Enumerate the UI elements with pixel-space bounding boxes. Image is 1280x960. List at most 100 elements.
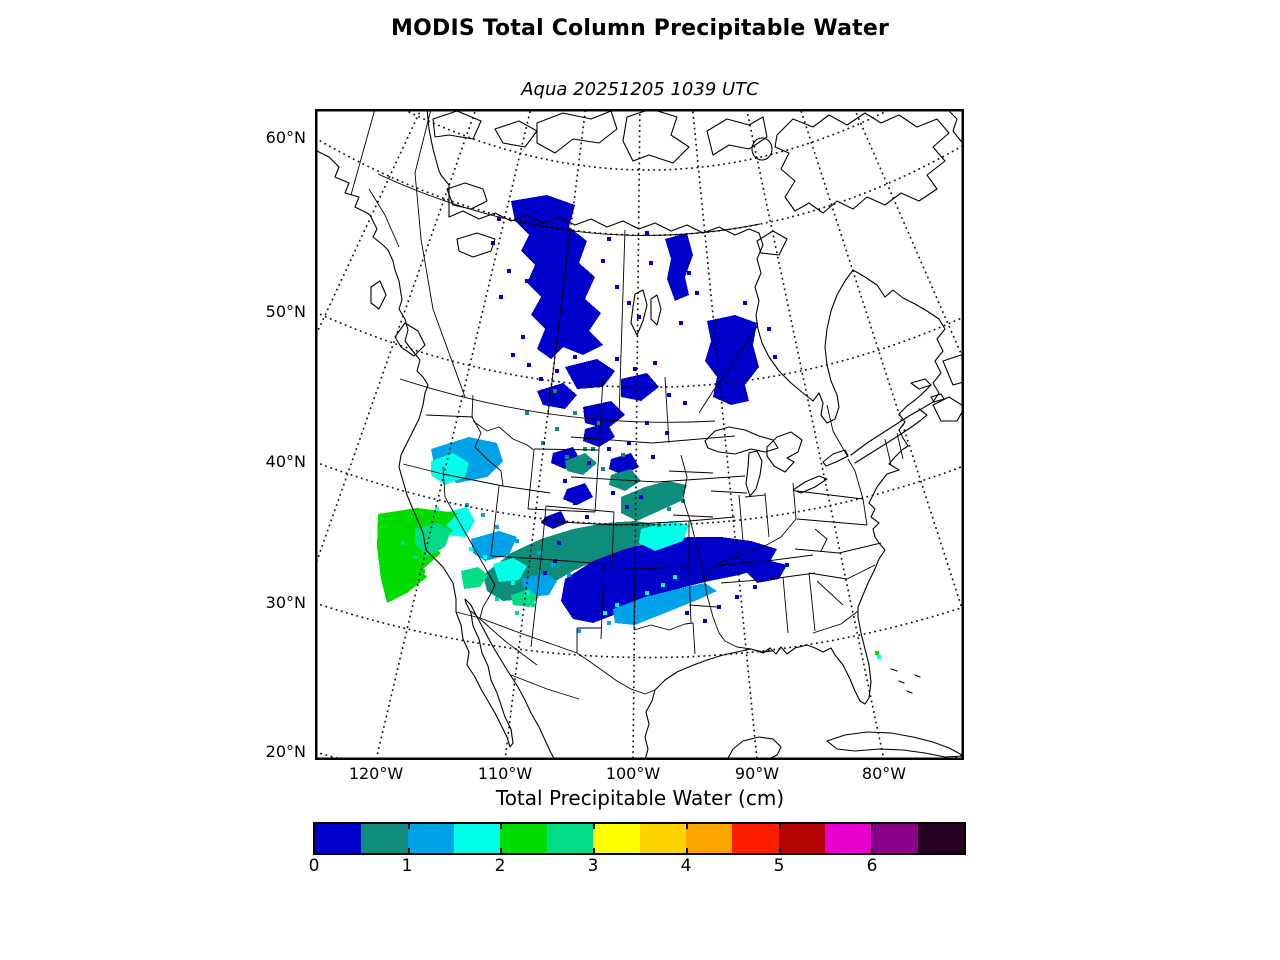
colorbar-tickmark — [685, 824, 688, 829]
great-slave-lake — [456, 232, 496, 258]
labrador-hudson-arctic-coast — [426, 109, 946, 424]
xtick-90w: 90°W — [734, 764, 780, 783]
vancouver-island — [394, 322, 426, 357]
colorbar-tickmark — [778, 824, 781, 829]
alberta-sask-border — [547, 229, 571, 416]
xtick-80w: 80°W — [861, 764, 907, 783]
parallel-60n — [315, 137, 964, 237]
colorbar-title: Total Precipitable Water (cm) — [495, 786, 785, 810]
colorbar-segment — [500, 824, 547, 853]
colorbar-tickmark — [685, 848, 688, 853]
st-lawrence-north-shore — [850, 401, 934, 456]
lake-erie — [792, 475, 828, 494]
ytick-60n: 60°N — [265, 128, 306, 147]
colorbar — [313, 822, 966, 855]
bc-alberta-border — [414, 172, 466, 398]
meridian-70w — [799, 109, 964, 618]
ytick-30n: 30°N — [265, 593, 306, 612]
map-svg — [315, 109, 964, 760]
colorbar-tickmark — [407, 848, 410, 853]
colorbar-tickmark — [871, 824, 874, 829]
lake-huron — [766, 431, 803, 473]
southwest-swath — [377, 437, 787, 625]
ontario-quebec-border — [826, 404, 849, 458]
colorbar-segment — [639, 824, 686, 853]
colorbar-segment — [871, 824, 918, 853]
territories-60n-border — [377, 173, 761, 236]
plot-subtitle: Aqua 20251205 1039 UTC — [521, 79, 759, 100]
colorbar-tick-4: 4 — [680, 856, 692, 876]
colorbar-tickmark — [593, 848, 596, 853]
colorbar-segment — [546, 824, 594, 853]
ytick-50n: 50°N — [265, 302, 306, 321]
lightblue-speckles — [465, 503, 661, 633]
sask-manitoba-border — [618, 229, 626, 418]
xtick-110w: 110°W — [477, 764, 533, 783]
meridian-100w — [632, 109, 641, 760]
colorbar-tickmark — [778, 848, 781, 853]
ytick-20n: 20°N — [265, 742, 306, 761]
lake-superior — [704, 426, 779, 455]
map-frame — [315, 109, 964, 760]
colorbar-tick-1: 1 — [401, 856, 413, 876]
lake-winnipeg — [630, 289, 648, 336]
graticule — [315, 109, 964, 760]
cuba — [826, 731, 964, 758]
meridian-110w — [504, 109, 587, 760]
colorbar-segment — [407, 824, 455, 853]
colorbar-tick-6: 6 — [866, 856, 878, 876]
pacific-coast — [315, 149, 556, 760]
st-lawrence-south-shore — [854, 408, 928, 464]
mexico-state-line-1 — [470, 610, 538, 666]
ring-island — [751, 137, 773, 161]
prince-edward-island — [930, 393, 945, 403]
colorbar-tick-0: 0 — [308, 856, 320, 876]
bahamas — [890, 668, 921, 694]
yucatan — [726, 736, 782, 760]
colorbar-segment — [685, 824, 733, 853]
colorbar-segment — [361, 824, 408, 853]
colorbar-tickmark — [871, 848, 874, 853]
arctic-island-3 — [622, 109, 690, 164]
haida-gwaii — [370, 280, 387, 310]
us-canada-border — [399, 378, 716, 423]
colorbar-segment — [917, 824, 965, 853]
xtick-120w: 120°W — [348, 764, 404, 783]
alaska-yukon-border — [350, 109, 376, 196]
lake-winnipegosis — [650, 294, 662, 326]
colorbar-segment — [824, 824, 872, 853]
northeast-corner-land — [946, 109, 964, 146]
nova-scotia — [932, 396, 964, 422]
mexico-state-line-2 — [510, 674, 580, 700]
great-bear-lake — [446, 182, 488, 210]
meridian-90w — [691, 109, 758, 760]
colorbar-tick-2: 2 — [494, 856, 506, 876]
colorbar-tick-3: 3 — [587, 856, 599, 876]
lake-michigan — [745, 450, 763, 497]
colorbar-segment — [315, 824, 362, 853]
arctic-island-4 — [706, 116, 768, 156]
alaska-panhandle-border — [368, 188, 400, 248]
lake-ontario — [822, 449, 849, 467]
arctic-island-1 — [432, 110, 482, 140]
baffin-island — [774, 112, 950, 214]
southampton-island — [756, 230, 788, 256]
colorbar-tickmark — [500, 824, 503, 829]
meridian-80w — [745, 109, 885, 760]
colorbar-tickmark — [500, 848, 503, 853]
colorbar-segment — [593, 824, 640, 853]
borders — [350, 109, 904, 700]
map-axes — [315, 109, 964, 760]
us-mexico-border — [455, 611, 656, 695]
plot-title: MODIS Total Column Precipitable Water — [390, 16, 890, 41]
us-state-borders — [402, 376, 904, 655]
yukon-nwt-border — [414, 109, 432, 174]
colorbar-segment — [454, 824, 501, 853]
precipitable-water-raster — [377, 195, 881, 659]
coastlines — [315, 109, 964, 760]
colorbar-segment — [732, 824, 779, 853]
xtick-100w: 100°W — [605, 764, 661, 783]
newfoundland — [942, 354, 964, 386]
colorbar-segment — [778, 824, 825, 853]
